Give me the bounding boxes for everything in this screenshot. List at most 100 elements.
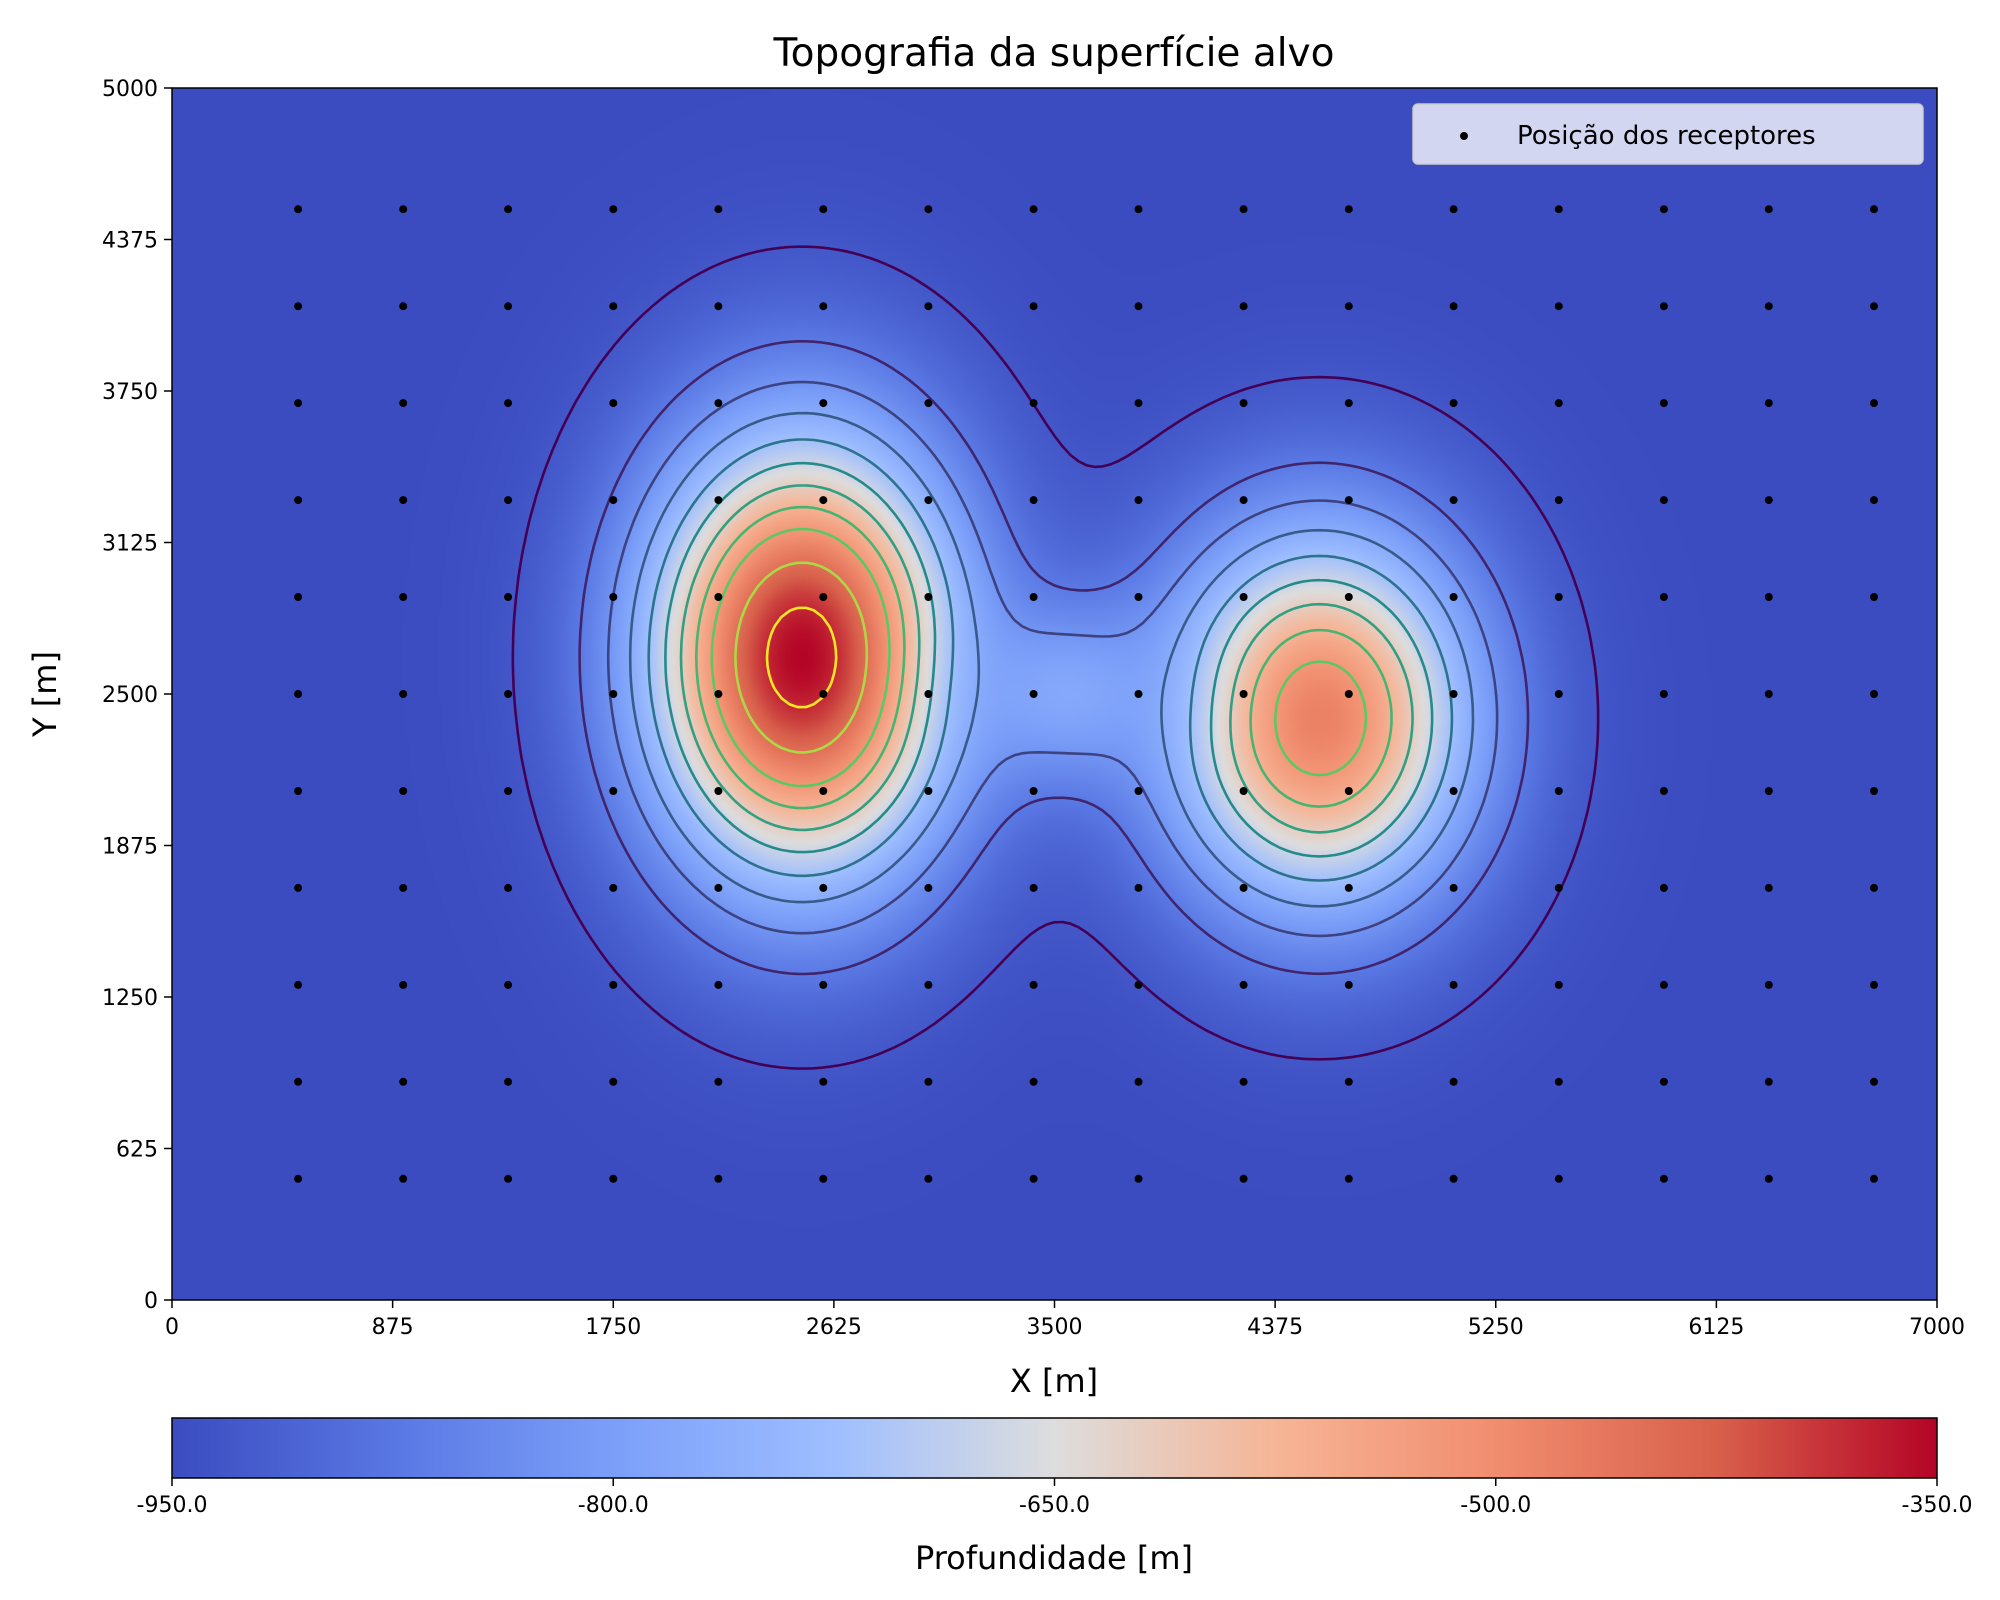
- receiver-point: [1764, 205, 1773, 214]
- receiver-point: [714, 980, 723, 989]
- receiver-point: [1134, 496, 1143, 505]
- legend: Posição dos receptores: [1412, 103, 1924, 165]
- receiver-point: [1870, 399, 1878, 408]
- receiver-point: [609, 205, 618, 214]
- receiver-point: [1239, 399, 1248, 408]
- receiver-point: [1134, 787, 1143, 795]
- receiver-point: [924, 787, 933, 795]
- receiver-point: [294, 496, 303, 505]
- receiver-point: [819, 1174, 828, 1183]
- receiver-point: [504, 1077, 513, 1086]
- receiver-point: [294, 787, 303, 795]
- receiver-point: [1554, 593, 1563, 601]
- colorbar-label: Profundidade [m]: [915, 1539, 1193, 1577]
- receiver-point: [819, 690, 828, 698]
- contour-line: [734, 561, 869, 754]
- receiver-point: [1029, 496, 1038, 505]
- receiver-point: [1764, 690, 1773, 698]
- receiver-point: [1029, 593, 1038, 601]
- receiver-points: [294, 205, 1878, 1183]
- receiver-point: [819, 883, 828, 892]
- receiver-point: [1554, 787, 1563, 795]
- receiver-point: [504, 302, 513, 311]
- receiver-point: [1870, 1077, 1878, 1086]
- x-tick-label: 6125: [1688, 1315, 1744, 1340]
- x-tick-label: 2625: [806, 1315, 862, 1340]
- receiver-point: [1029, 787, 1038, 795]
- receiver-point: [1239, 883, 1248, 892]
- receiver-point: [294, 1174, 303, 1183]
- colorbar-tick-label: -800.0: [578, 1493, 649, 1518]
- receiver-point: [1764, 883, 1773, 892]
- contour-line: [628, 411, 1475, 908]
- x-tick-label: 3500: [1027, 1315, 1083, 1340]
- receiver-point: [1764, 1174, 1773, 1183]
- receiver-point: [1344, 205, 1353, 214]
- x-tick-label: 875: [372, 1315, 414, 1340]
- receiver-point: [1870, 883, 1878, 892]
- receiver-point: [294, 205, 303, 214]
- receiver-point: [1029, 1174, 1038, 1183]
- receiver-point: [294, 883, 303, 892]
- receiver-point: [1239, 496, 1248, 505]
- receiver-point: [1239, 787, 1248, 795]
- receiver-point: [714, 787, 723, 795]
- receiver-point: [819, 593, 828, 601]
- y-tick-label: 625: [116, 1138, 158, 1163]
- receiver-point: [504, 496, 513, 505]
- receiver-point: [1134, 980, 1143, 989]
- receiver-point: [1344, 787, 1353, 795]
- receiver-point: [924, 593, 933, 601]
- receiver-point: [1659, 496, 1668, 505]
- receiver-point: [1764, 399, 1773, 408]
- y-tick-label: 4375: [102, 229, 158, 254]
- receiver-point: [819, 787, 828, 795]
- contour-line: [765, 606, 838, 709]
- y-tick-label: 3125: [102, 532, 158, 557]
- receiver-point: [1239, 980, 1248, 989]
- receiver-point: [1659, 787, 1668, 795]
- y-tick-label: 5000: [102, 77, 158, 102]
- contour-line: [679, 484, 1414, 834]
- receiver-point: [819, 302, 828, 311]
- receiver-point: [609, 593, 618, 601]
- receiver-point: [1764, 496, 1773, 505]
- receiver-point: [504, 883, 513, 892]
- contour-line: [511, 245, 1600, 1070]
- receiver-point: [924, 1174, 933, 1183]
- receiver-point: [1029, 980, 1038, 989]
- receiver-point: [1554, 302, 1563, 311]
- x-axis-ticks: 0 875 1750 2625 3500 4375 5250 6125 7000: [165, 1300, 1965, 1340]
- receiver-point: [819, 205, 828, 214]
- receiver-point: [1870, 787, 1878, 795]
- receiver-point: [1449, 593, 1458, 601]
- receiver-point: [609, 980, 618, 989]
- receiver-point: [714, 205, 723, 214]
- contour-line: [578, 340, 1530, 976]
- receiver-point: [1134, 205, 1143, 214]
- receiver-point: [1554, 690, 1563, 698]
- receiver-point: [504, 1174, 513, 1183]
- receiver-point: [1029, 205, 1038, 214]
- y-tick-label: 2500: [102, 683, 158, 708]
- receiver-point: [924, 302, 933, 311]
- receiver-point: [1449, 1077, 1458, 1086]
- receiver-point: [1764, 593, 1773, 601]
- receiver-point: [1764, 787, 1773, 795]
- receiver-point: [1134, 690, 1143, 698]
- receiver-point: [399, 787, 408, 795]
- receiver-point: [399, 980, 408, 989]
- receiver-point: [504, 690, 513, 698]
- x-tick-label: 7000: [1909, 1315, 1965, 1340]
- receiver-point: [714, 883, 723, 892]
- receiver-point: [609, 690, 618, 698]
- receiver-point: [399, 883, 408, 892]
- receiver-point: [1134, 883, 1143, 892]
- legend-label: Posição dos receptores: [1517, 121, 1816, 151]
- receiver-point: [504, 787, 513, 795]
- receiver-point: [1449, 205, 1458, 214]
- receiver-point: [609, 1077, 618, 1086]
- receiver-point: [819, 980, 828, 989]
- receiver-point: [399, 302, 408, 311]
